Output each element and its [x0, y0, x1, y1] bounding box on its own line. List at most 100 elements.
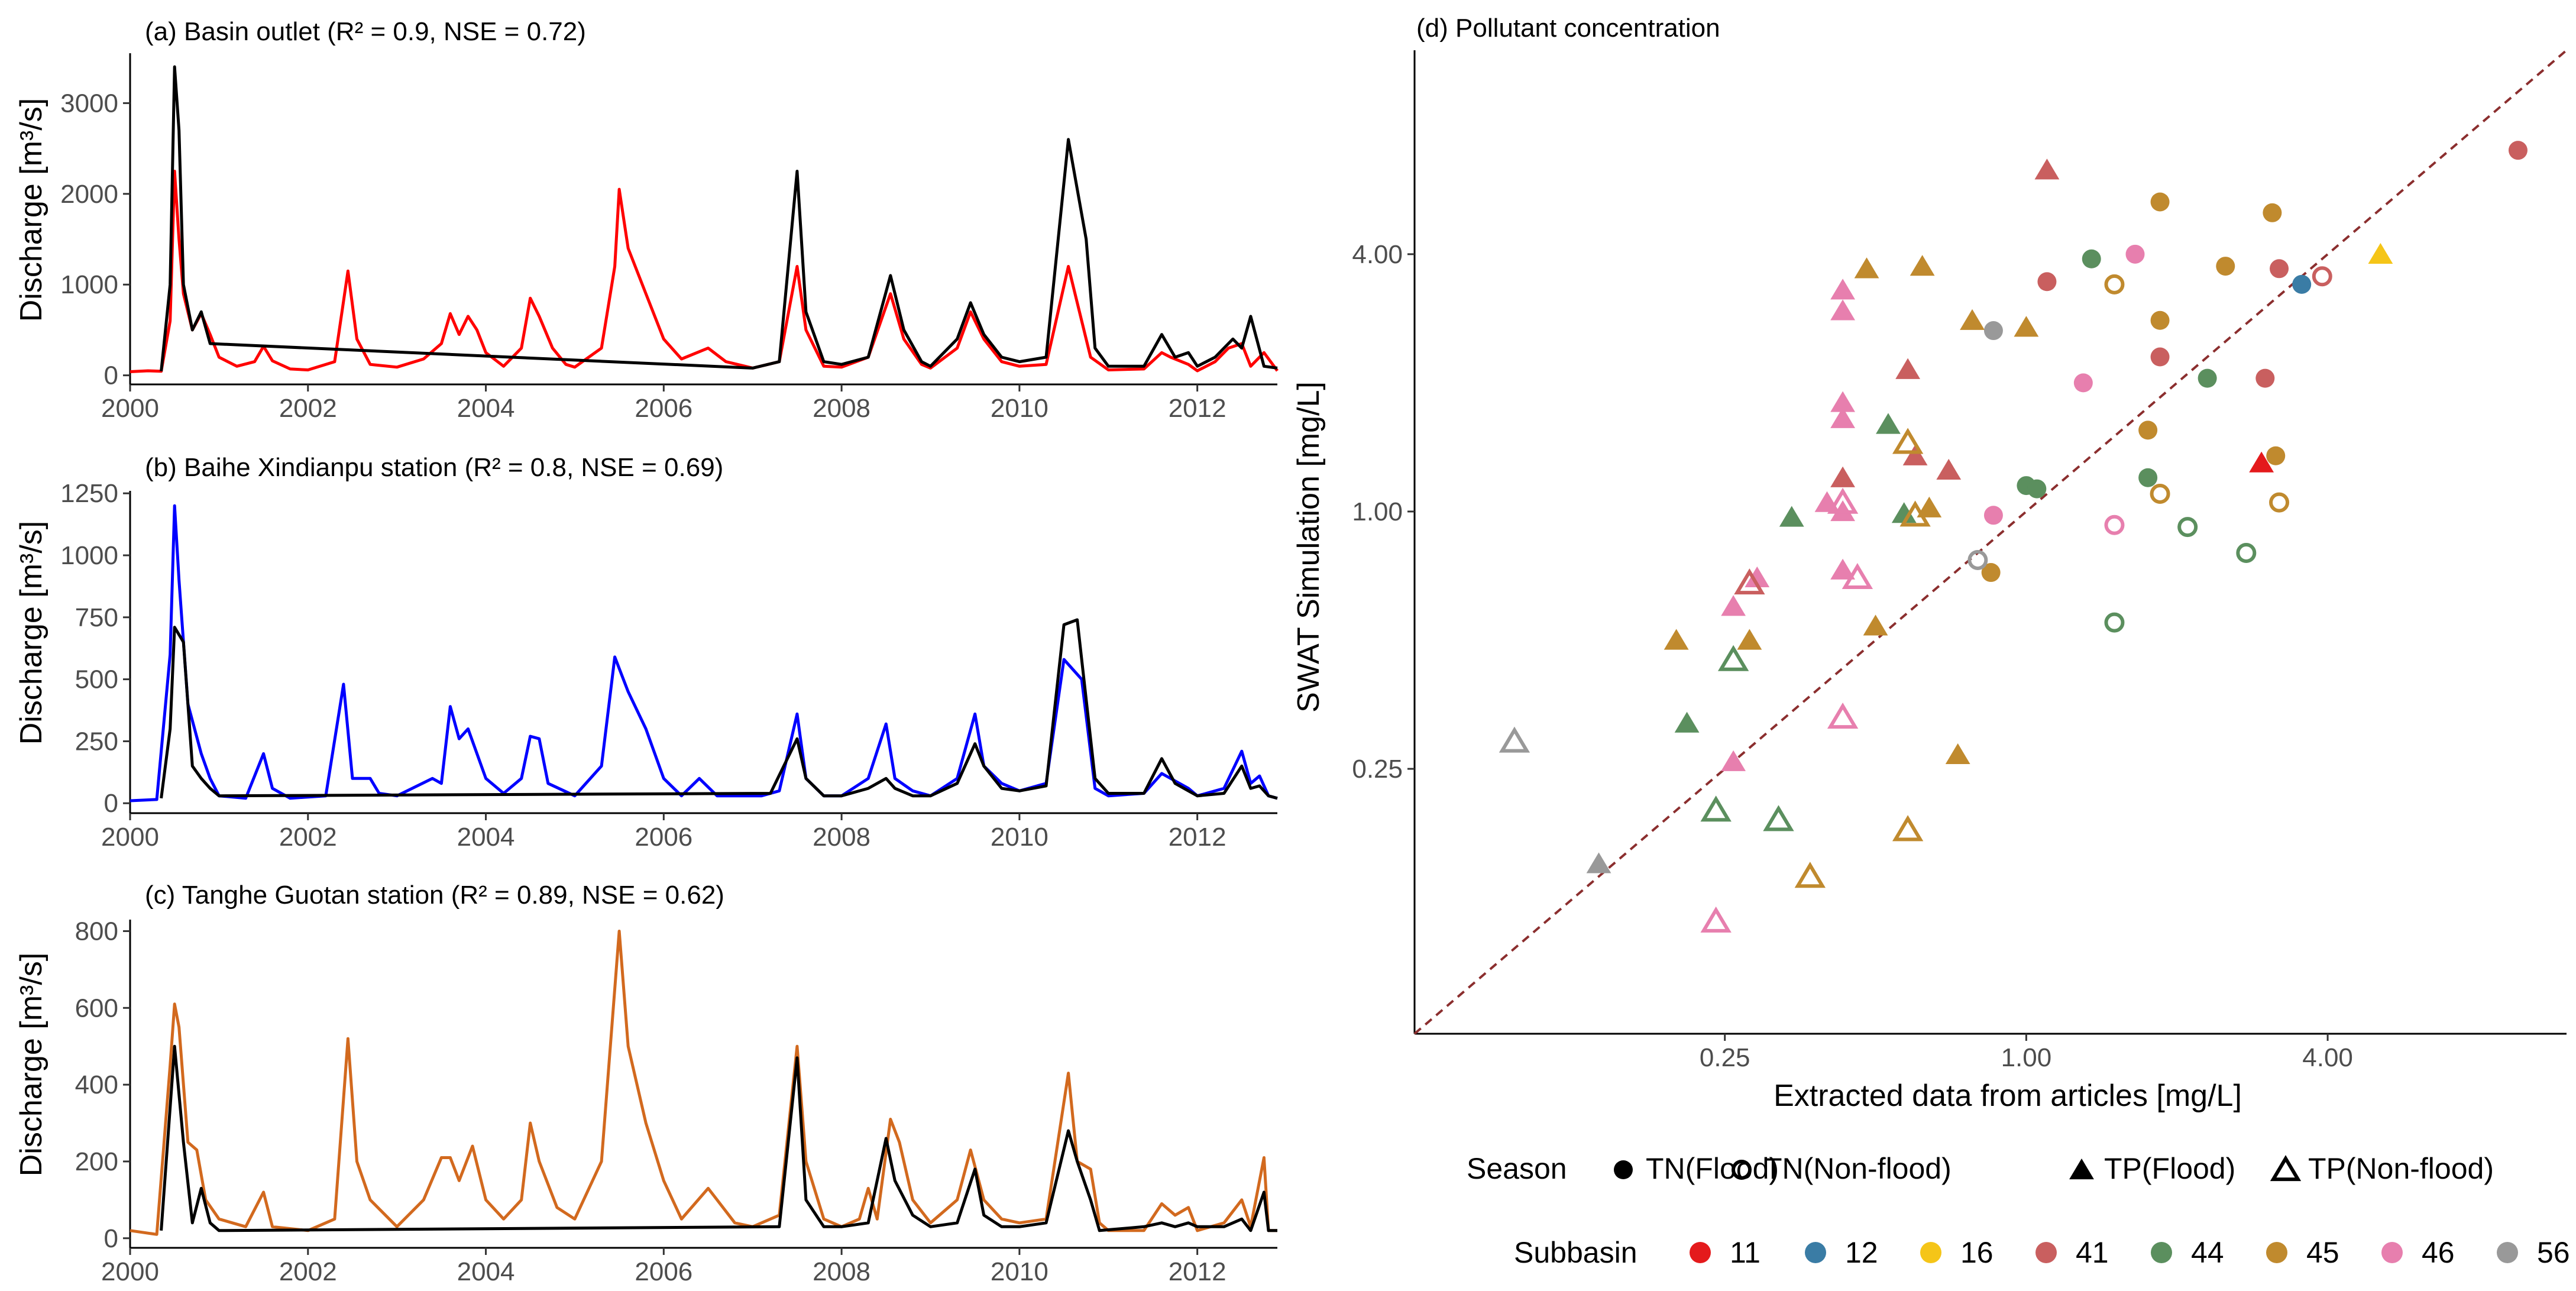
scatter-point [2263, 203, 2282, 222]
scatter-point [2138, 420, 2158, 440]
scatter-point [1827, 703, 1859, 729]
scatter-point [1854, 257, 1879, 279]
legend-subbasin-title: Subbasin [1514, 1236, 1637, 1269]
legend-subbasin-swatch [2151, 1242, 2172, 1263]
legend-subbasin-swatch [2381, 1242, 2403, 1263]
scatter-point [1779, 506, 1804, 527]
y-tick-label: 1000 [60, 541, 118, 570]
scatter-point [2266, 446, 2286, 465]
scatter-point [1830, 299, 1855, 321]
y-tick-label: 2000 [60, 180, 118, 209]
x-tick-label: 2010 [991, 1257, 1048, 1286]
panel-b-title: (b) Baihe Xindianpu station (R² = 0.8, N… [145, 453, 723, 482]
y-tick-label: 4.00 [1352, 240, 1403, 269]
x-tick-label: 2006 [635, 823, 692, 852]
panel-a-ylabel: Discharge [m³/s] [14, 98, 48, 322]
scatter-point [1700, 906, 1732, 933]
scatter-point [1917, 496, 1942, 517]
scatter-point [2104, 274, 2125, 295]
scatter-point [2269, 492, 2290, 513]
y-tick-label: 0 [104, 789, 118, 818]
scatter-point [1717, 645, 1749, 671]
scatter-point [1734, 568, 1765, 595]
legend-subbasin-label: 41 [2076, 1236, 2109, 1269]
panel-c-title: (c) Tanghe Guotan station (R² = 0.89, NS… [145, 881, 724, 910]
scatter-point [2014, 316, 2039, 337]
x-tick-label: 2004 [457, 823, 515, 852]
panel-c-plot: 0 200 400 600 800 2000 2002 2004 2006 2008 2010 201… [75, 917, 1277, 1286]
scatter-point [1745, 566, 1770, 588]
scatter-point [1830, 279, 1855, 300]
legend-season-marker [1732, 1160, 1752, 1180]
x-tick-label: 2004 [457, 394, 515, 423]
x-tick-label: 2006 [635, 1257, 692, 1286]
x-tick-label: 2002 [279, 394, 337, 423]
legend-subbasin-swatch [2497, 1242, 2518, 1263]
scatter-point [1830, 466, 1855, 487]
panel-a-title: (a) Basin outlet (R² = 0.9, NSE = 0.72) [145, 17, 586, 46]
scatter-point [1674, 711, 1700, 733]
scatter-point [1981, 563, 2001, 583]
legend-subbasin-swatch [2035, 1242, 2057, 1263]
legend-season-marker [1614, 1160, 1633, 1179]
scatter-point [1910, 255, 1935, 276]
series-line-observed [160, 618, 1278, 800]
scatter-point [2368, 242, 2393, 264]
scatter-point [1721, 595, 1746, 616]
series-line-simulated [130, 930, 1277, 1236]
scatter-point [1891, 502, 1917, 523]
legend-subbasin-swatch [1805, 1242, 1826, 1263]
x-tick-label: 2012 [1169, 823, 1226, 852]
scatter-point [2255, 368, 2275, 388]
x-tick-label: 2000 [101, 394, 159, 423]
x-tick-label: 0.25 [1700, 1043, 1750, 1072]
y-tick-label: 400 [75, 1070, 118, 1099]
legend-season-label: TN(Non-flood) [1764, 1152, 1952, 1185]
scatter-point [2236, 542, 2257, 563]
scatter-point [2082, 249, 2101, 268]
scatter-point [2312, 266, 2332, 287]
y-tick-label: 0 [104, 361, 118, 390]
y-tick-label: 500 [75, 665, 118, 694]
scatter-point [2216, 257, 2235, 276]
y-tick-label: 0 [104, 1224, 118, 1253]
scatter-point [2104, 612, 2125, 633]
scatter-point [1700, 795, 1732, 822]
x-tick-label: 2008 [813, 1257, 870, 1286]
y-tick-label: 250 [75, 727, 118, 756]
x-tick-label: 2004 [457, 1257, 515, 1286]
scatter-point [1586, 852, 1611, 873]
scatter-point [1876, 413, 1901, 434]
legend-subbasin-label: 46 [2422, 1236, 2455, 1269]
scatter-point [2270, 259, 2289, 279]
scatter-point [1967, 549, 1988, 570]
scatter-point [2177, 517, 2198, 538]
x-tick-label: 2010 [991, 823, 1048, 852]
panel-d-plot: 0.25 1.00 4.00 0.25 1.00 4.00 [1352, 49, 2568, 1072]
scatter-point [1830, 407, 1855, 428]
series-line-observed [160, 1044, 1277, 1232]
scatter-point [2150, 347, 2170, 367]
scatter-point [1892, 428, 1924, 454]
panel-a-basin-outlet: (a) Basin outlet (R² = 0.9, NSE = 0.72) … [14, 17, 1279, 423]
scatter-point [2104, 515, 2125, 535]
y-tick-label: 750 [75, 603, 118, 632]
x-tick-label: 2000 [101, 823, 159, 852]
x-tick-label: 2006 [635, 394, 692, 423]
y-tick-label: 800 [75, 917, 118, 946]
y-tick-label: 0.25 [1352, 755, 1403, 784]
scatter-point [2034, 158, 2060, 180]
y-tick-label: 1000 [60, 270, 118, 299]
x-tick-label: 1.00 [2001, 1043, 2052, 1072]
scatter-point [1737, 629, 1762, 650]
legend-season-title: Season [1467, 1152, 1567, 1185]
x-tick-label: 2002 [279, 1257, 337, 1286]
legend-subbasin: Subbasin 11 12 16 41 44 45 46 56 [1514, 1236, 2570, 1269]
scatter-point [1960, 309, 1985, 330]
scatter-point [2150, 484, 2170, 504]
scatter-point [2508, 141, 2528, 160]
panel-c-ylabel: Discharge [m³/s] [14, 953, 48, 1177]
legend-subbasin-swatch [2266, 1242, 2287, 1263]
legend-subbasin-label: 12 [1845, 1236, 1878, 1269]
